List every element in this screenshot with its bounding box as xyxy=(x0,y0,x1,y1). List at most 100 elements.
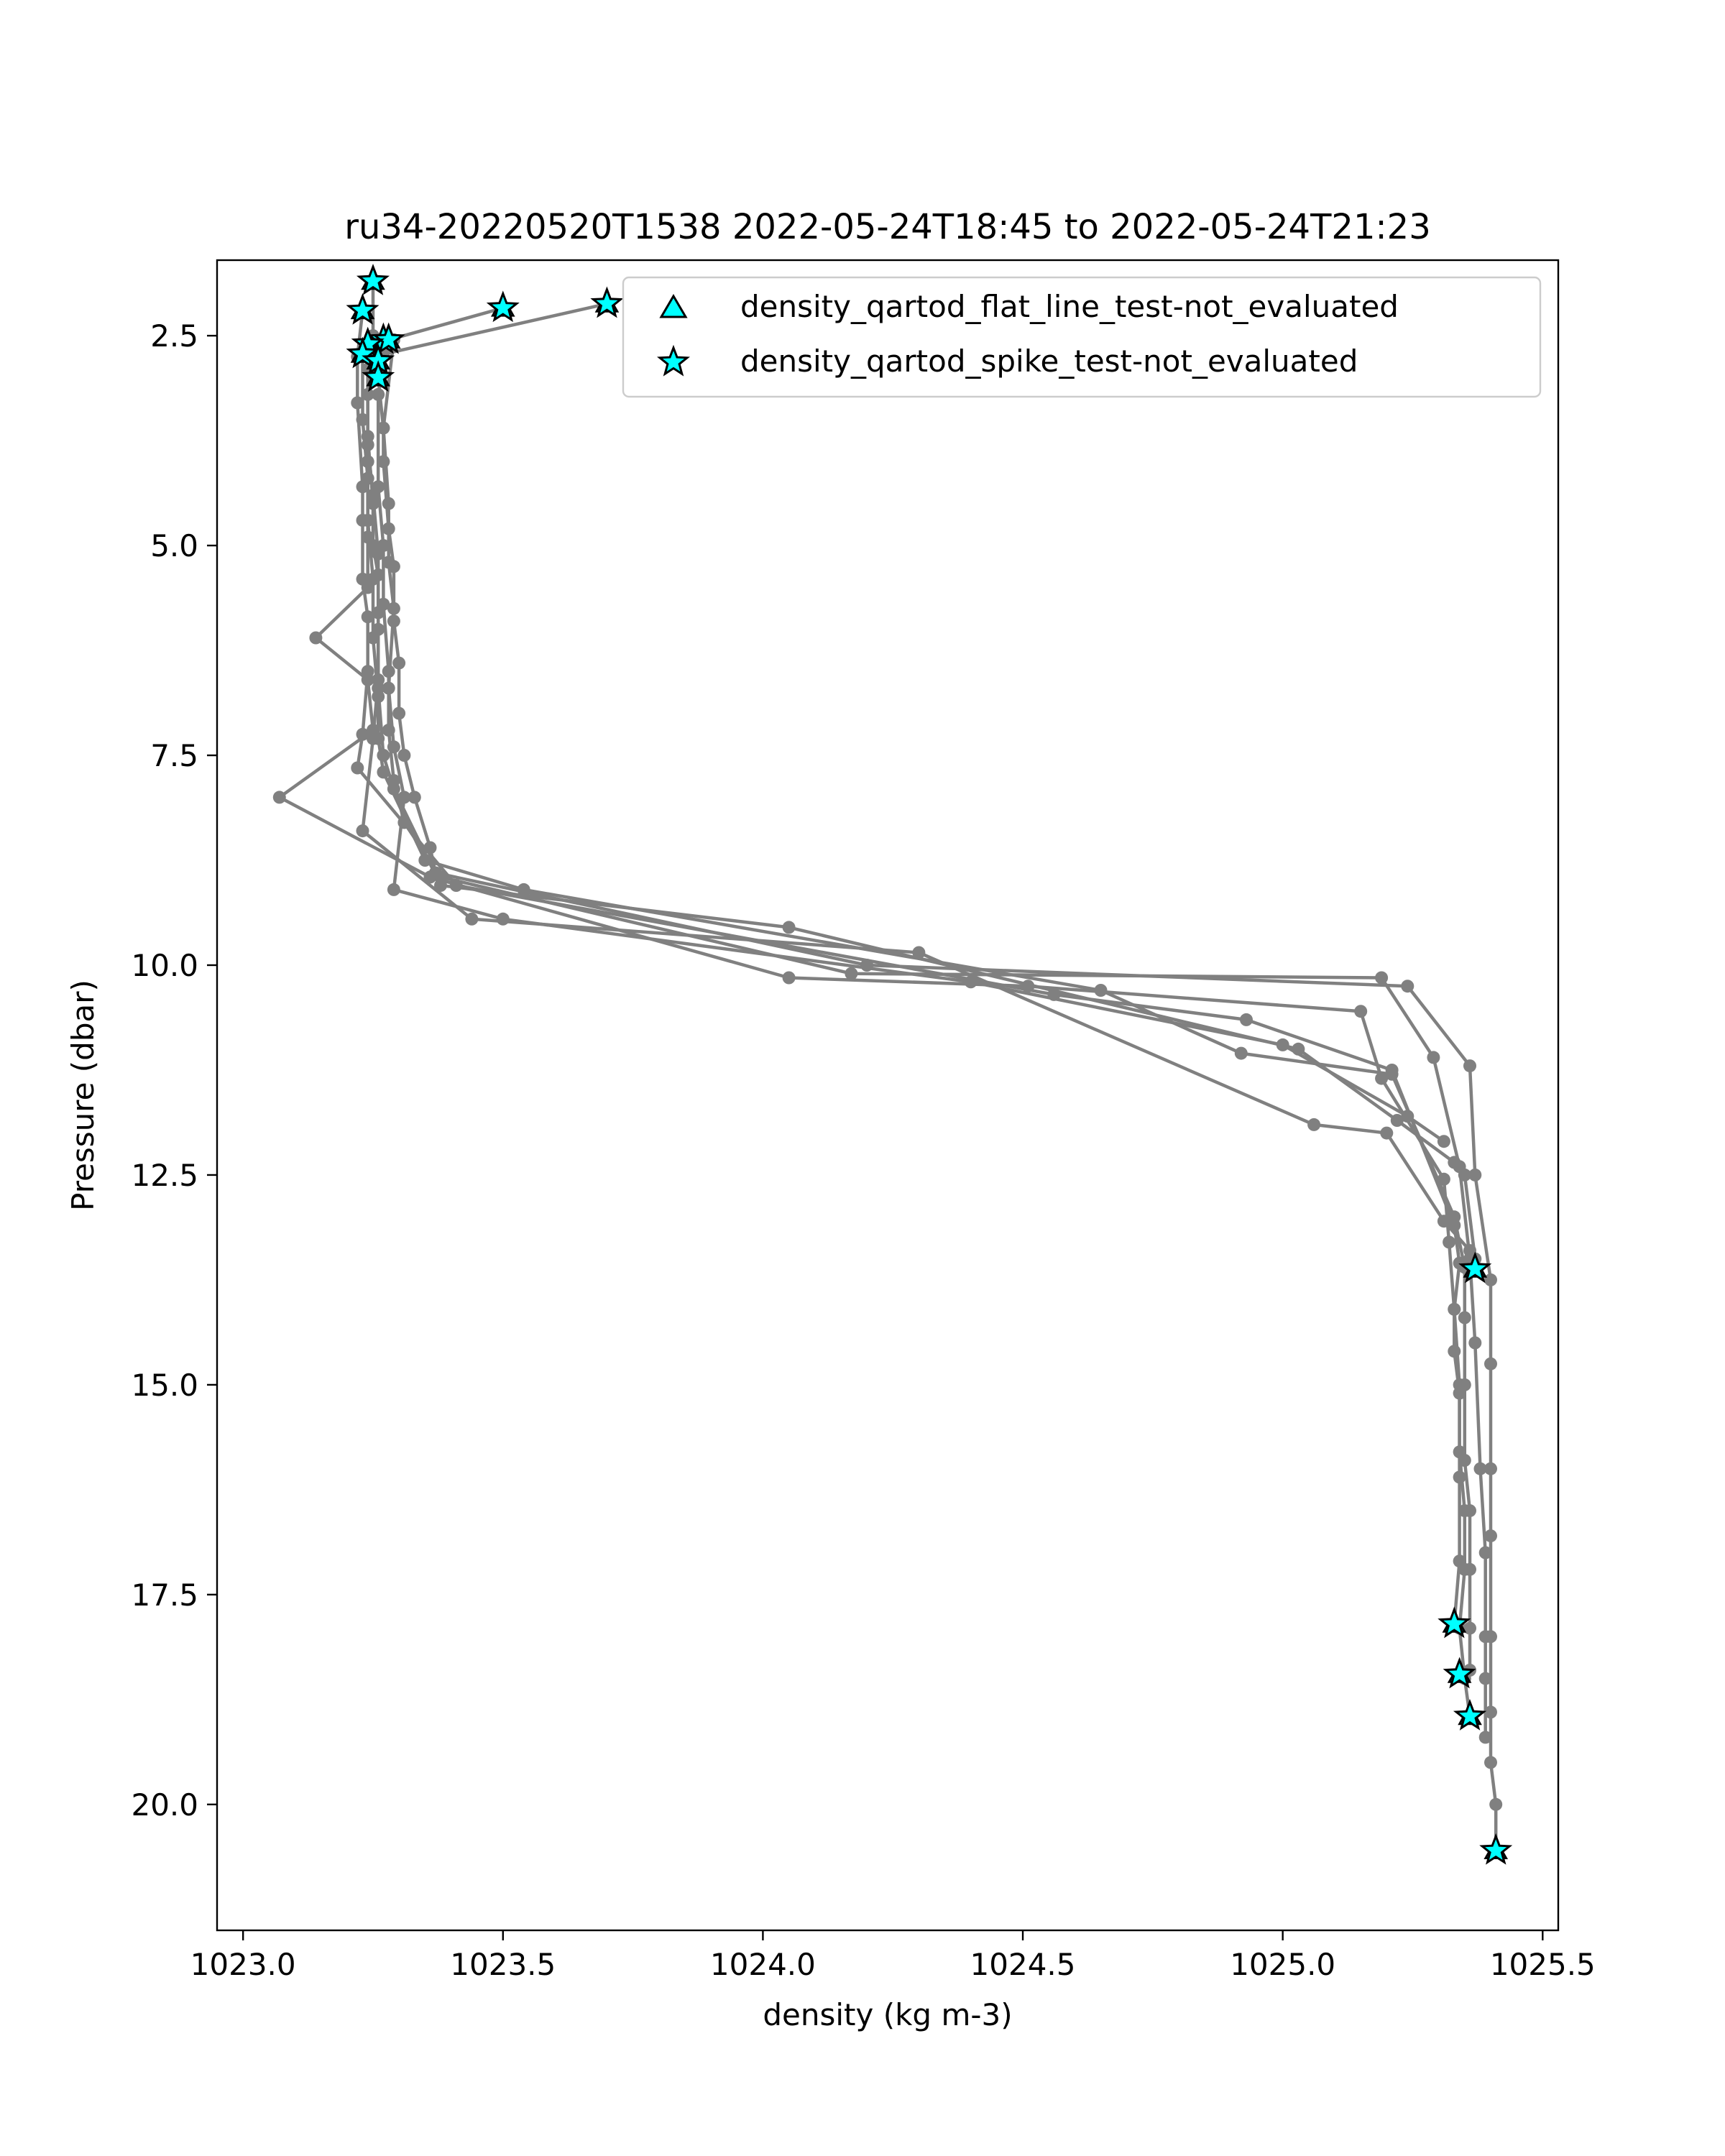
profile-point xyxy=(361,673,374,686)
x-tick-label: 1025.5 xyxy=(1490,1947,1596,1982)
profile-line-7 xyxy=(382,339,1445,1143)
profile-point xyxy=(361,610,374,624)
profile-point xyxy=(408,791,421,804)
profile-point xyxy=(1484,1462,1497,1475)
profile-point xyxy=(387,740,400,754)
y-tick-label: 2.5 xyxy=(150,318,198,354)
profile-line-4 xyxy=(277,352,1461,1624)
x-axis-label: density (kg m-3) xyxy=(763,1997,1012,2032)
profile-point xyxy=(1463,1059,1476,1073)
profile-line-6 xyxy=(361,344,1471,1252)
profile-point xyxy=(356,824,369,838)
profile-point xyxy=(1478,1731,1492,1744)
spike-marker xyxy=(346,336,380,369)
y-tick-label: 15.0 xyxy=(131,1368,198,1403)
spike-marker xyxy=(346,292,380,325)
spike-marker xyxy=(356,263,390,295)
spike-marker xyxy=(362,360,395,392)
profile-point xyxy=(1401,980,1414,993)
profile-point xyxy=(382,556,395,569)
profile-point xyxy=(1463,1621,1476,1635)
profile-point xyxy=(1468,1168,1482,1181)
x-axis: 1023.0 1023.5 1024.0 1024.5 1025.0 1025.5 xyxy=(190,1930,1596,1982)
profile-point xyxy=(845,967,858,980)
profile-point xyxy=(1468,1336,1482,1350)
profile-point xyxy=(1385,1064,1399,1077)
plot-area-frame xyxy=(216,259,1560,1932)
profile-point xyxy=(1484,1357,1497,1370)
profile-point xyxy=(1478,1546,1492,1560)
profile-point xyxy=(1380,1126,1394,1140)
profile-point xyxy=(1473,1462,1487,1475)
profile-point xyxy=(382,497,395,510)
profile-point xyxy=(372,568,385,581)
profile-point xyxy=(1240,1013,1253,1026)
profile-point xyxy=(367,497,380,510)
profile-point xyxy=(1437,1135,1450,1148)
profile-point xyxy=(964,975,978,989)
profile-point xyxy=(377,749,390,762)
profile-point xyxy=(782,971,796,985)
y-tick-label: 5.0 xyxy=(150,528,198,563)
profile-point xyxy=(397,791,411,804)
profile-point xyxy=(382,681,395,695)
profile-point xyxy=(1437,1172,1450,1186)
profile-point xyxy=(1484,1756,1497,1769)
profile-point xyxy=(397,749,411,762)
y-tick-label: 12.5 xyxy=(131,1158,198,1193)
profile-point xyxy=(387,883,400,896)
profile-point xyxy=(1484,1529,1497,1543)
x-tick-label: 1023.0 xyxy=(190,1947,296,1982)
profile-point xyxy=(1453,1554,1466,1568)
spike-marker xyxy=(590,286,624,318)
profile-point xyxy=(1458,1504,1471,1518)
profile-point xyxy=(356,727,369,741)
x-tick-label: 1023.5 xyxy=(450,1947,556,1982)
legend: density_qartod_flat_line_test-not_evalua… xyxy=(622,276,1542,398)
profile-lines xyxy=(272,275,1503,1858)
y-tick-label: 20.0 xyxy=(131,1787,198,1823)
profile-point xyxy=(356,413,369,426)
profile-point xyxy=(387,782,400,796)
profile-point xyxy=(367,539,380,553)
qc-markers xyxy=(346,263,1513,1865)
profile-point xyxy=(372,673,385,686)
y-tick-label: 7.5 xyxy=(150,738,198,773)
profile-point xyxy=(1458,1311,1471,1325)
profile-point xyxy=(912,946,926,959)
y-tick-label: 10.0 xyxy=(131,948,198,983)
profile-point xyxy=(1276,1038,1289,1051)
profile-line-0 xyxy=(376,302,1498,1851)
x-tick-label: 1025.0 xyxy=(1230,1947,1335,1982)
profile-line-1 xyxy=(376,306,1487,1738)
profile-point xyxy=(1478,1630,1492,1644)
profile-point xyxy=(1234,1046,1248,1060)
profile-point xyxy=(272,791,286,804)
profile-point xyxy=(392,656,406,670)
profile-point xyxy=(1448,1156,1461,1169)
profile-point xyxy=(1478,1672,1492,1685)
spike-marker xyxy=(1458,1251,1492,1284)
legend-entry-flat-line: density_qartod_flat_line_test-not_evalua… xyxy=(740,289,1399,324)
profile-point xyxy=(309,631,323,645)
profile-point xyxy=(351,396,364,410)
profile-point xyxy=(465,912,479,926)
profile-point xyxy=(1448,1302,1461,1316)
profile-point xyxy=(1307,1118,1321,1131)
profile-point xyxy=(1448,1345,1461,1358)
profile-point xyxy=(1453,1470,1466,1484)
spike-marker xyxy=(372,322,405,354)
profile-line-3 xyxy=(356,310,1472,1717)
profile-point xyxy=(1354,1005,1368,1018)
y-tick-label: 17.5 xyxy=(131,1577,198,1613)
profile-point xyxy=(377,421,390,435)
profile-point xyxy=(1427,1051,1440,1064)
profile-point xyxy=(356,514,369,527)
spike-marker xyxy=(1443,1657,1476,1689)
profile-point xyxy=(517,883,530,896)
profile-point xyxy=(367,732,380,745)
legend-triangle-icon xyxy=(659,294,688,318)
profile-point xyxy=(1458,1168,1471,1181)
chart-title: ru34-20220520T1538 2022-05-24T18:45 to 2… xyxy=(344,207,1431,247)
legend-frame xyxy=(622,276,1542,398)
